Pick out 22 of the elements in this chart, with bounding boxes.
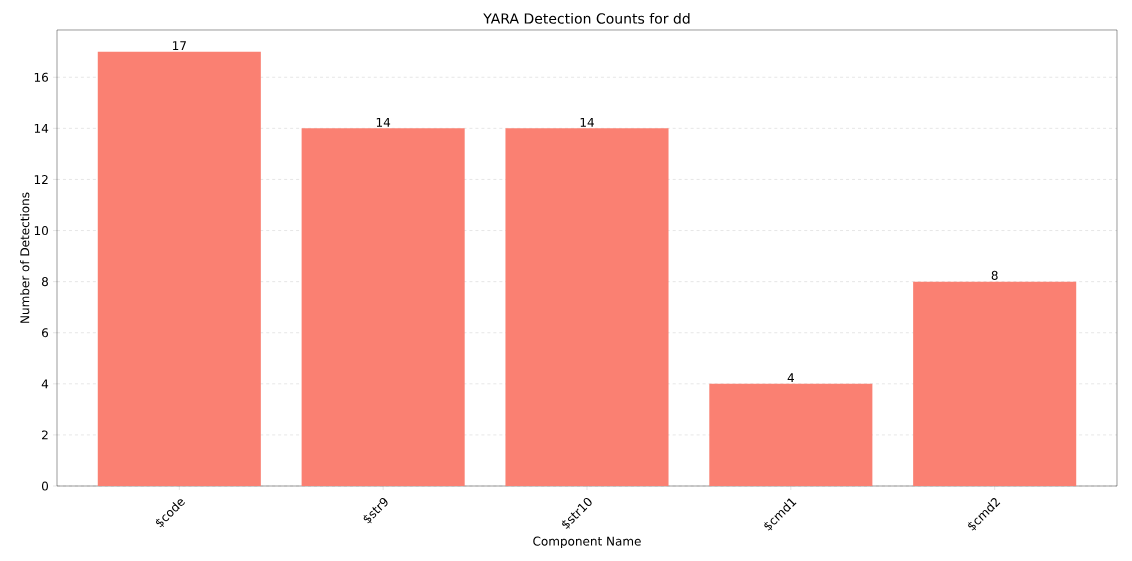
y-tick-label: 2 [42, 430, 48, 440]
data-label: 14 [580, 117, 594, 127]
data-label: 14 [376, 117, 391, 127]
bar [301, 128, 465, 486]
chart-title: YARA Detection Counts for dd [483, 12, 690, 24]
x-axis-title: Component Name [533, 536, 641, 549]
data-label: 8 [991, 270, 998, 280]
y-tick-label: 14 [34, 123, 49, 133]
y-tick-label: 12 [34, 174, 48, 184]
y-tick-label: 16 [34, 72, 49, 82]
bar [709, 383, 873, 486]
y-tick-label: 0 [41, 481, 49, 491]
y-tick-label: 6 [42, 328, 49, 338]
y-tick-label: 8 [41, 277, 48, 287]
bar [913, 281, 1077, 486]
y-axis-title: Number of Detections [20, 192, 30, 323]
data-label: 4 [787, 373, 794, 383]
bar [505, 128, 669, 486]
y-tick-label: 10 [34, 226, 49, 236]
bar [97, 51, 261, 486]
y-tick-label: 4 [41, 379, 49, 389]
data-label: 17 [172, 41, 186, 51]
